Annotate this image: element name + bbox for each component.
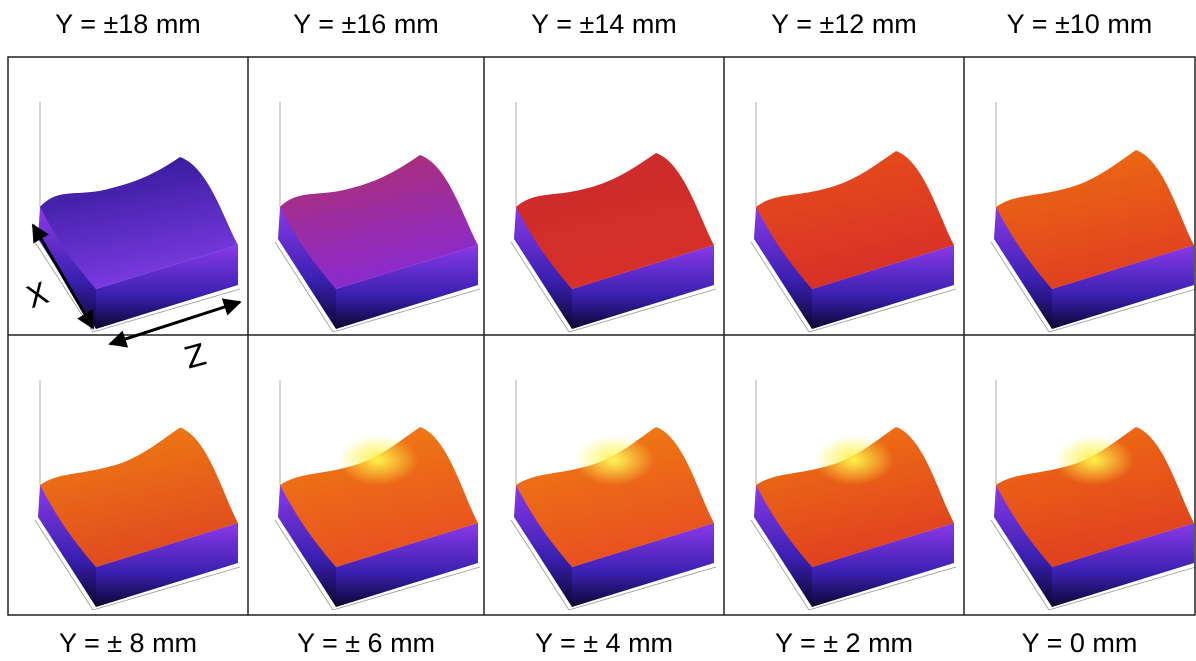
surface-side — [754, 485, 812, 607]
surface-panel — [274, 380, 481, 611]
plot-axis — [568, 566, 717, 611]
surface-top — [280, 155, 478, 289]
surface-side — [336, 523, 478, 607]
plot-axis — [808, 288, 957, 333]
surface-side — [336, 245, 478, 329]
surface-side — [514, 485, 572, 607]
surface-side — [1052, 523, 1194, 607]
surface-top — [756, 427, 954, 567]
panel-grid — [34, 57, 1196, 615]
surface-top — [996, 427, 1194, 567]
plot-axis — [808, 566, 957, 611]
surface-panel — [750, 102, 957, 333]
bottom-label: Y = ± 8 mm — [59, 628, 197, 658]
plot-axis — [332, 566, 481, 611]
surface-panel — [34, 102, 241, 333]
surface-side — [994, 207, 1052, 329]
surface-highlight — [814, 435, 894, 485]
surface-side — [812, 523, 954, 607]
plot-axis — [990, 241, 1050, 333]
plot-axis — [510, 241, 570, 333]
plot-axis — [990, 519, 1050, 611]
z-axis-label: Z — [181, 337, 210, 376]
surface-panel — [750, 380, 957, 611]
surface-side — [278, 485, 336, 607]
z-arrow — [108, 298, 242, 348]
plot-axis — [274, 241, 334, 333]
surface-panel — [990, 102, 1196, 333]
bottom-label: Y = 0 mm — [1022, 628, 1138, 658]
surface-top — [516, 427, 714, 567]
plot-axis — [274, 519, 334, 611]
plot-axis — [750, 241, 810, 333]
surface-highlight — [1054, 435, 1134, 485]
grid-frame — [7, 56, 1196, 616]
top-label: Y = ±16 mm — [293, 9, 439, 39]
top-label: Y = ±18 mm — [55, 9, 201, 39]
surface-side — [572, 245, 714, 329]
surface-side — [812, 245, 954, 329]
surface-side — [572, 523, 714, 607]
x-arrow — [31, 223, 95, 330]
surface-side — [38, 485, 96, 607]
bottom-label: Y = ± 2 mm — [775, 628, 913, 658]
surface-panel — [274, 102, 481, 333]
surface-top — [40, 427, 238, 567]
surface-highlight — [574, 435, 654, 485]
bottom-label: Y = ± 4 mm — [535, 628, 673, 658]
surface-side — [1052, 245, 1194, 329]
plot-axis — [750, 519, 810, 611]
plot-axis — [92, 566, 241, 611]
x-axis-label: X — [22, 276, 53, 316]
plot-axis — [568, 288, 717, 333]
plot-axis — [34, 519, 94, 611]
top-label: Y = ±12 mm — [771, 9, 917, 39]
surface-side — [96, 523, 238, 607]
surface-highlight — [338, 435, 418, 485]
surface-side — [514, 207, 572, 329]
plot-axis — [1048, 566, 1196, 611]
surface-top — [996, 150, 1194, 289]
plot-axis — [332, 288, 481, 333]
top-label: Y = ±10 mm — [1007, 9, 1153, 39]
surface-side — [278, 207, 336, 329]
surface-top — [756, 151, 954, 289]
top-label: Y = ±14 mm — [531, 9, 677, 39]
plot-axis — [510, 519, 570, 611]
surface-top — [516, 153, 714, 289]
surface-panel — [34, 380, 241, 611]
plot-axis — [1048, 288, 1196, 333]
surface-top — [280, 427, 478, 567]
surface-side — [754, 207, 812, 329]
surface-panel — [510, 102, 717, 333]
surface-side — [994, 485, 1052, 607]
surface-panel — [990, 380, 1196, 611]
bottom-label: Y = ± 6 mm — [297, 628, 435, 658]
surface-panel — [510, 380, 717, 611]
